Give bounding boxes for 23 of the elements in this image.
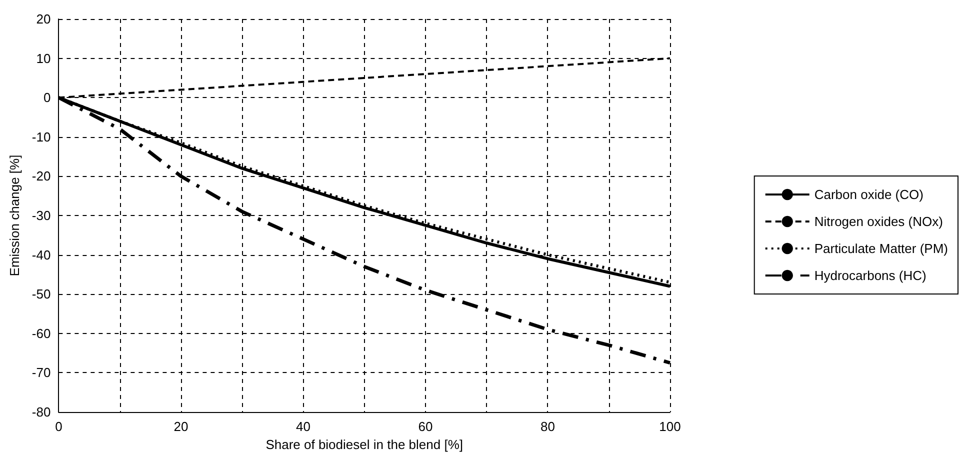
x-tick-label: 60 <box>418 419 433 434</box>
y-tick-label: -70 <box>32 365 51 380</box>
y-tick-label: 0 <box>43 90 51 106</box>
legend-label: Particulate Matter (PM) <box>814 241 948 256</box>
y-tick-label: -60 <box>32 326 51 341</box>
x-tick-label: 0 <box>55 419 62 434</box>
x-tick-label: 80 <box>540 419 555 434</box>
y-tick-label: -20 <box>32 168 51 184</box>
legend-label: Carbon oxide (CO) <box>814 187 924 202</box>
x-tick-label: 20 <box>174 419 188 434</box>
y-tick-label: -30 <box>32 208 51 223</box>
y-tick-label: -80 <box>32 404 51 420</box>
x-axis-title: Share of biodiesel in the blend [%] <box>266 437 463 452</box>
y-axis-title: Emission change [%] <box>7 154 22 276</box>
legend-label: Hydrocarbons (HC) <box>814 268 926 283</box>
y-tick-label: -40 <box>32 247 51 262</box>
x-tick-label: 40 <box>296 419 310 434</box>
y-tick-label: -10 <box>32 129 51 144</box>
y-tick-label: -50 <box>32 286 51 302</box>
x-tick-label: 100 <box>659 419 681 434</box>
legend-label: Nitrogen oxides (NOx) <box>814 214 943 229</box>
y-tick-label: 10 <box>36 50 51 66</box>
y-tick-label: 20 <box>36 12 51 26</box>
